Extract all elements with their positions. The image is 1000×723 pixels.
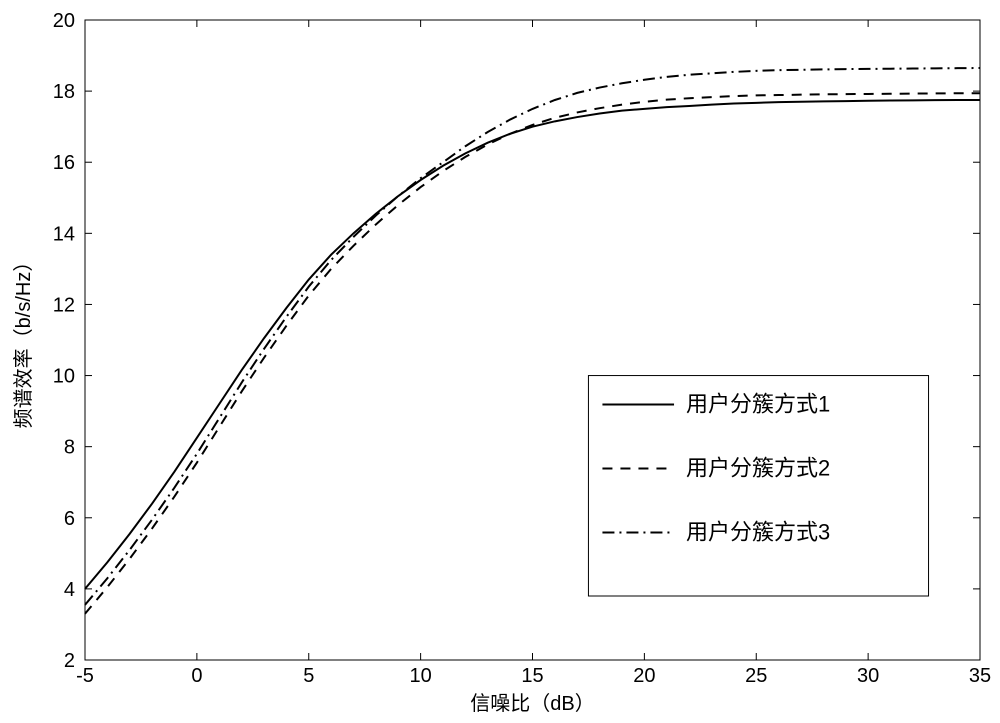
y-tick-label: 12: [53, 294, 75, 316]
series-line-1: [85, 100, 980, 589]
y-axis-label: 频谱效率（b/s/Hz）: [12, 252, 35, 429]
y-tick-label: 18: [53, 81, 75, 103]
plot-border: [85, 20, 980, 660]
x-axis-label: 信噪比（dB）: [470, 692, 594, 715]
chart-container: -5 0 5 10 15 20 25 30 35 2 4 6 8 10 12 14 16 18 20 信噪比（dB） 频…: [0, 0, 1000, 723]
x-tick-label: -5: [76, 665, 94, 687]
x-tick-label: 15: [521, 665, 543, 687]
x-tick-label: 5: [303, 665, 314, 687]
x-tick-label: 30: [857, 665, 879, 687]
line-chart: -5 0 5 10 15 20 25 30 35 2 4 6 8 10 12 14 16 18 20 信噪比（dB） 频…: [0, 0, 1000, 723]
y-tick-label: 6: [64, 508, 75, 530]
x-tick-label: 20: [633, 665, 655, 687]
x-tick-label: 0: [191, 665, 202, 687]
y-tick-label: 10: [53, 366, 75, 388]
x-tick-label: 35: [969, 665, 991, 687]
y-tick-label: 8: [64, 437, 75, 459]
y-tick-label: 20: [53, 10, 75, 32]
y-tick-label: 14: [53, 223, 75, 245]
y-tick-label: 16: [53, 152, 75, 174]
legend-label-2: 用户分簇方式2: [686, 456, 830, 481]
legend-label-3: 用户分簇方式3: [686, 520, 830, 545]
y-tick-label: 4: [64, 579, 75, 601]
y-tick-label: 2: [64, 650, 75, 672]
x-tick-label: 25: [745, 665, 767, 687]
x-tick-label: 10: [410, 665, 432, 687]
series-line-3: [85, 68, 980, 605]
series-line-2: [85, 93, 980, 614]
legend-label-1: 用户分簇方式1: [686, 392, 830, 417]
